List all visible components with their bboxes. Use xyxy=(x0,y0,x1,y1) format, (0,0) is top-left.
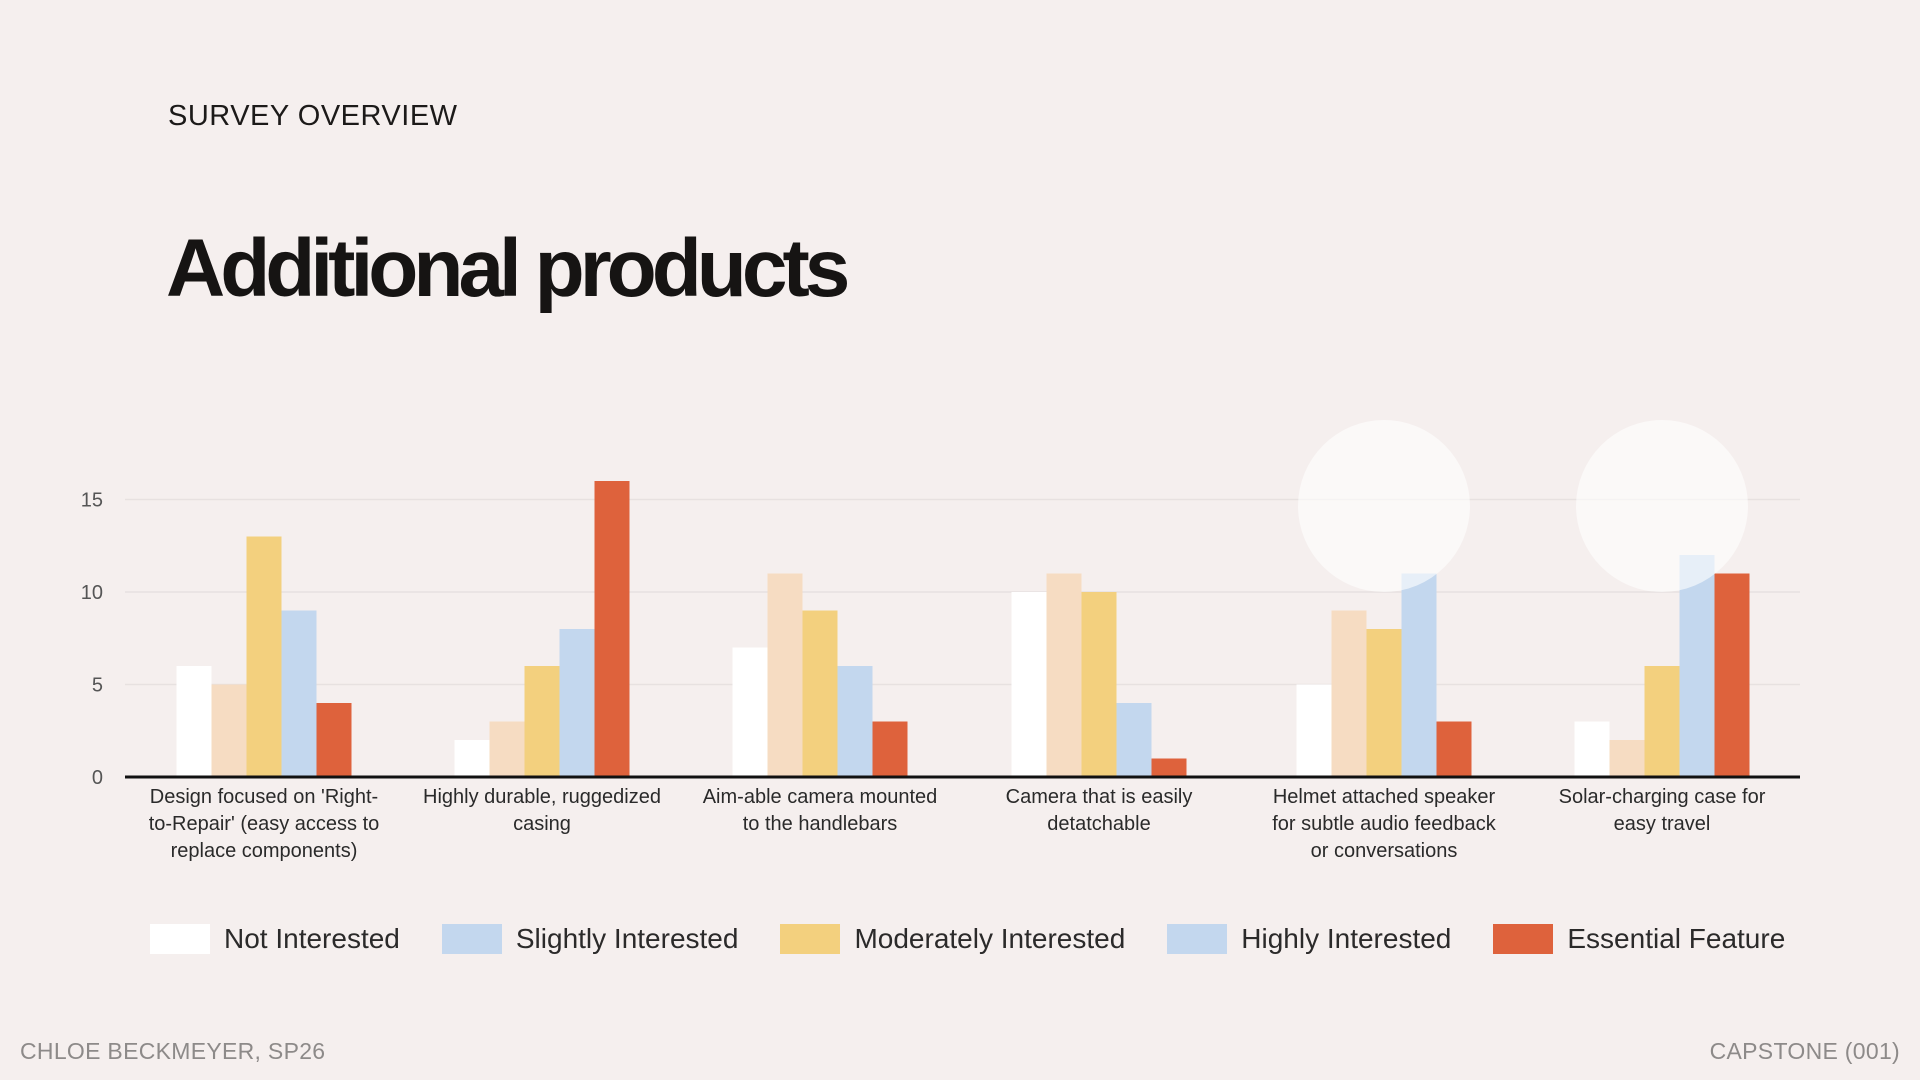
bar-essential-feature xyxy=(594,481,630,777)
bar-highly-interested xyxy=(281,610,317,777)
bar-not-interested xyxy=(454,740,490,777)
bar-not-interested xyxy=(1296,684,1332,777)
legend-item: Not Interested xyxy=(150,923,400,955)
legend-swatch xyxy=(150,924,210,954)
y-tick-label: 0 xyxy=(92,767,103,789)
bar-essential-feature xyxy=(1151,758,1187,777)
y-tick-label: 15 xyxy=(81,490,103,512)
page-title: Additional products xyxy=(166,223,850,314)
bar-moderately-interested xyxy=(1081,592,1117,777)
x-category-label: Camera that is easily detatchable xyxy=(1006,786,1193,835)
y-tick-label: 5 xyxy=(92,675,103,697)
bar-highly-interested xyxy=(1401,573,1437,777)
grouped-bar-chart: 0 5 10 15 Design focused on 'Right-to-Repair… xyxy=(81,420,1800,862)
chart-legend: Not Interested Slightly Interested Moderat… xyxy=(150,922,1827,956)
legend-swatch xyxy=(780,924,841,954)
footer-course: CAPSTONE (001) xyxy=(1709,1038,1900,1064)
bar-not-interested xyxy=(1011,592,1047,777)
bar-moderately-interested xyxy=(1644,666,1680,777)
bar-essential-feature xyxy=(316,703,352,777)
bar-slightly-interested xyxy=(1331,610,1367,777)
bar-slightly-interested xyxy=(211,684,247,777)
legend-item: Slightly Interested xyxy=(441,923,739,955)
section-eyebrow: SURVEY OVERVIEW xyxy=(168,100,458,132)
legend-swatch xyxy=(1167,924,1228,954)
bar-essential-feature xyxy=(1714,573,1750,777)
bar-highly-interested xyxy=(837,666,873,777)
bar-moderately-interested xyxy=(524,666,560,777)
legend-swatch xyxy=(441,924,502,954)
bar-essential-feature xyxy=(1436,721,1472,777)
legend-swatch xyxy=(1493,924,1554,954)
bar-slightly-interested xyxy=(1609,740,1645,777)
bar-not-interested xyxy=(1574,721,1610,777)
bar-slightly-interested xyxy=(489,721,525,777)
legend-label: Moderately Interested xyxy=(854,923,1126,954)
decorative-circle xyxy=(1576,420,1748,592)
legend-label: Slightly Interested xyxy=(515,923,739,954)
bar-slightly-interested xyxy=(767,573,803,777)
x-category-label: Solar-charging case for easy travel xyxy=(1559,786,1766,835)
bar-slightly-interested xyxy=(1046,573,1082,777)
legend-label: Highly Interested xyxy=(1241,923,1452,954)
legend-item: Moderately Interested xyxy=(780,923,1125,955)
x-category-label: Highly durable, ruggedized casing xyxy=(423,786,661,835)
footer-author: CHLOE BECKMEYER, SP26 xyxy=(20,1038,326,1064)
bar-not-interested xyxy=(732,647,768,777)
x-category-label: Design focused on 'Right-to-Repair' (eas… xyxy=(149,786,380,862)
bar-moderately-interested xyxy=(246,536,282,777)
legend-item: Essential Feature xyxy=(1493,923,1785,955)
legend-label: Not Interested xyxy=(224,923,400,954)
x-category-label: Helmet attached speaker for subtle audio … xyxy=(1272,786,1496,862)
legend-label: Essential Feature xyxy=(1567,923,1786,954)
legend-item: Highly Interested xyxy=(1167,923,1451,955)
bar-moderately-interested xyxy=(802,610,838,777)
bar-highly-interested xyxy=(1679,555,1715,777)
y-tick-label: 10 xyxy=(81,582,103,604)
x-category-label: Aim-able camera mounted to the handlebars xyxy=(703,786,938,835)
decorative-circle xyxy=(1298,420,1470,592)
bar-not-interested xyxy=(176,666,212,777)
bar-highly-interested xyxy=(559,629,595,777)
bar-moderately-interested xyxy=(1366,629,1402,777)
bar-highly-interested xyxy=(1116,703,1152,777)
bar-essential-feature xyxy=(872,721,908,777)
